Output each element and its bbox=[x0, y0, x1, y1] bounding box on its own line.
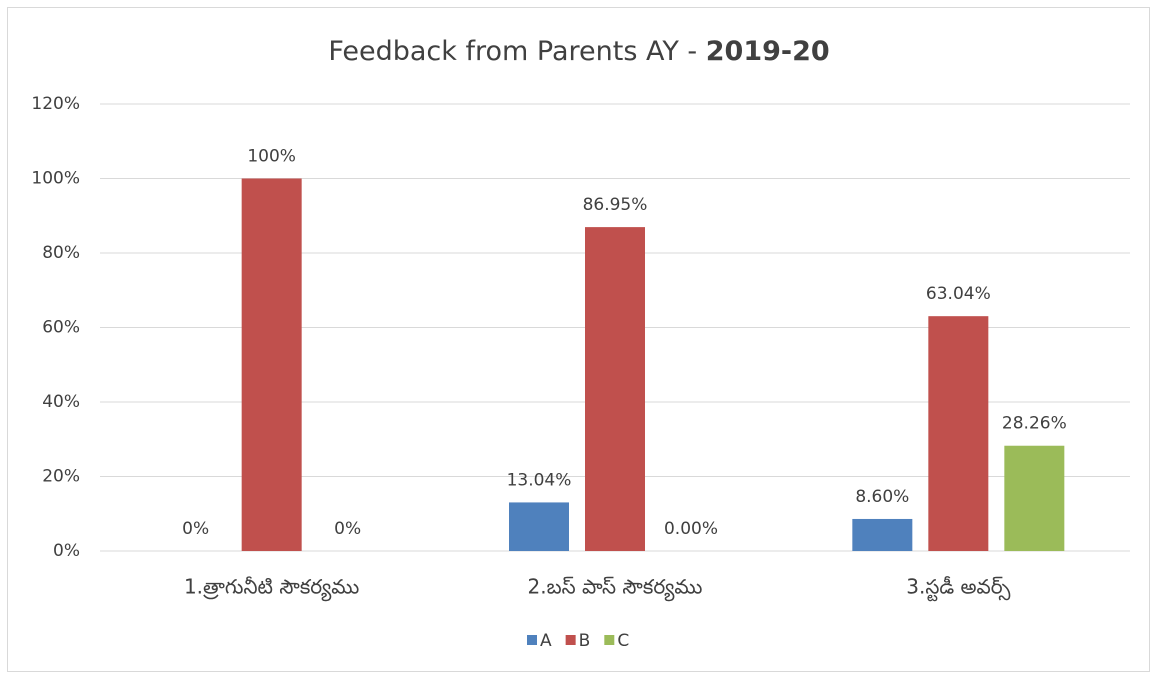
chart-title: Feedback from Parents AY - 2019-20 bbox=[328, 36, 829, 67]
y-tick-label: 120% bbox=[31, 94, 80, 114]
value-label: 0.00% bbox=[664, 519, 718, 539]
x-tick-label: 3.స్టడీ అవర్స్ bbox=[906, 575, 1011, 602]
value-label: 63.04% bbox=[926, 284, 991, 304]
value-label: 8.60% bbox=[855, 487, 909, 507]
bar bbox=[928, 316, 989, 551]
legend-swatch bbox=[527, 635, 537, 645]
legend-label: B bbox=[579, 631, 591, 651]
y-tick-label: 40% bbox=[42, 392, 80, 412]
value-label: 100% bbox=[247, 147, 296, 167]
legend-label: A bbox=[540, 631, 552, 651]
x-tick-label: 1.త్రాగునీటి సౌకర్యము bbox=[184, 575, 359, 602]
value-label: 86.95% bbox=[583, 195, 648, 215]
y-tick-label: 20% bbox=[42, 467, 80, 487]
y-tick-label: 80% bbox=[42, 243, 80, 263]
value-label: 28.26% bbox=[1002, 414, 1067, 434]
bar bbox=[585, 227, 645, 551]
y-tick-label: 60% bbox=[42, 318, 80, 338]
legend-label: C bbox=[617, 631, 629, 651]
legend-swatch bbox=[565, 635, 576, 645]
value-label: 13.04% bbox=[507, 470, 572, 490]
bar bbox=[1004, 445, 1065, 551]
value-label: 0% bbox=[334, 519, 361, 539]
bar bbox=[509, 502, 569, 551]
y-tick-label: 0% bbox=[53, 541, 80, 561]
legend-swatch bbox=[604, 635, 615, 645]
x-tick-label: 2.బస్ పాస్ సౌకర్యము bbox=[528, 575, 703, 602]
title-bold: 2019-20 bbox=[706, 36, 830, 67]
y-tick-label: 100% bbox=[31, 169, 80, 189]
bar bbox=[852, 518, 913, 551]
bar bbox=[241, 178, 302, 551]
value-label: 0% bbox=[182, 519, 209, 539]
title-text: Feedback from Parents AY - bbox=[328, 36, 705, 67]
